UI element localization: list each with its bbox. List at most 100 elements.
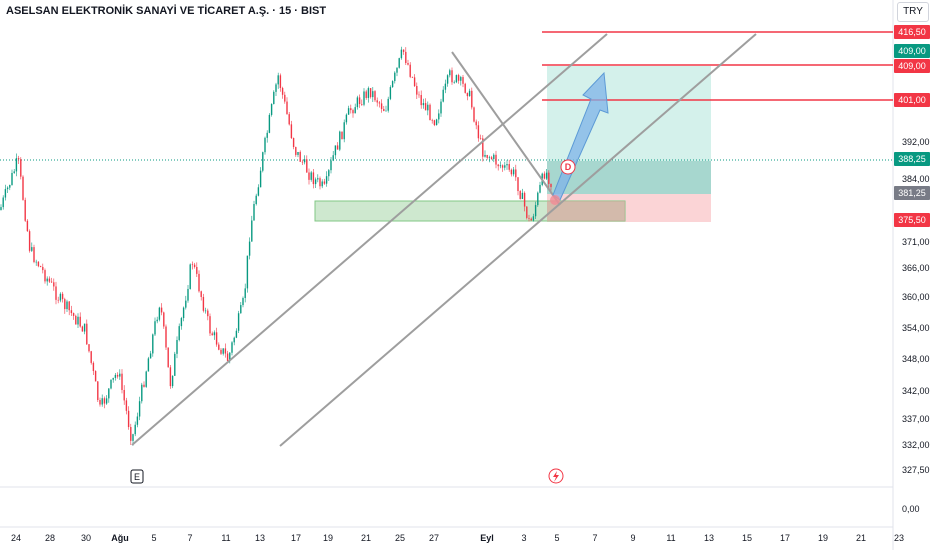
currency-button[interactable]: TRY (897, 2, 929, 22)
x-tick-label: 13 (704, 533, 714, 543)
candle-body (70, 310, 73, 314)
candle-body (22, 176, 24, 200)
candle-body (460, 77, 462, 81)
x-tick-label: Ağu (111, 533, 129, 543)
candle-body (185, 300, 187, 308)
candle-body (515, 169, 517, 178)
candle-body (160, 307, 163, 313)
candle-body (451, 70, 453, 83)
candle-body (501, 165, 504, 168)
candle-body (389, 87, 392, 99)
candle-body (473, 107, 475, 122)
candle-body (178, 326, 180, 341)
candle-body (231, 342, 233, 353)
candle-body (330, 160, 332, 171)
candle-body (299, 151, 301, 162)
candle-body (79, 316, 81, 327)
channel-line-lower (279, 33, 757, 447)
candle-body (462, 77, 464, 84)
candle-body (169, 367, 172, 387)
candle-body (198, 273, 200, 292)
candle-body (488, 157, 491, 158)
candle-body (341, 131, 343, 140)
candle-body (108, 388, 110, 399)
candle-body (363, 91, 365, 105)
candle-body (42, 266, 44, 271)
candle-body (376, 100, 378, 103)
candle-body (345, 114, 348, 123)
candle-body (235, 330, 238, 338)
candle-body (207, 310, 209, 317)
candle-body (53, 282, 55, 287)
y-tick-label: 392,00 (902, 137, 930, 147)
candle-body (244, 288, 246, 298)
x-tick-label: 5 (151, 533, 156, 543)
candle-body (213, 332, 216, 336)
candle-body (444, 83, 447, 90)
price-label-badge (894, 93, 930, 107)
candle-body (138, 401, 141, 417)
candle-body (180, 318, 183, 327)
candle-body (442, 89, 444, 102)
candle-body (449, 70, 451, 76)
dividend-marker (560, 159, 576, 175)
candle-body (391, 81, 394, 88)
candle-body (484, 154, 486, 157)
y-tick-label: 354,00 (902, 323, 930, 333)
candle-body (332, 155, 334, 161)
candle-body (229, 352, 231, 361)
candle-body (354, 107, 356, 114)
candle-body (176, 340, 178, 354)
candle-body (224, 348, 227, 354)
candle-body (347, 108, 350, 115)
candle-body (336, 145, 339, 150)
candle-body (380, 103, 383, 109)
candle-body (17, 158, 20, 160)
x-tick-label: 23 (894, 533, 904, 543)
candle-body (314, 179, 317, 185)
candle-body (429, 104, 431, 121)
price-label-badge (894, 59, 930, 73)
candle-body (266, 132, 268, 138)
candle-body (259, 170, 262, 188)
candle-body (255, 195, 257, 205)
candle-body (284, 94, 286, 102)
candle-body (209, 316, 211, 334)
candle-body (526, 206, 528, 218)
x-tick-label: 3 (521, 533, 526, 543)
candle-body (0, 207, 2, 210)
candle-body (119, 373, 121, 377)
y-tick-label: 0,00 (902, 504, 920, 514)
candle-body (6, 187, 9, 190)
candle-body (240, 305, 242, 314)
candle-body (149, 353, 152, 359)
candle-body (143, 384, 145, 387)
candle-body (136, 416, 139, 425)
y-tick-label: 371,00 (902, 237, 930, 247)
candle-body (521, 192, 524, 199)
candle-body (64, 299, 66, 310)
candle-body (497, 164, 499, 167)
candle-body (167, 347, 169, 368)
candle-body (15, 158, 18, 172)
chart-title: ASELSAN ELEKTRONİK SANAYİ VE TİCARET A.Ş… (6, 5, 327, 17)
candle-body (321, 181, 323, 187)
candle-body (545, 172, 548, 179)
candle-body (141, 384, 143, 402)
x-tick-label: 21 (856, 533, 866, 543)
candle-body (543, 173, 546, 179)
candle-body (479, 138, 482, 139)
candle-body (504, 165, 506, 168)
candle-body (204, 310, 207, 312)
price-label-text: 409,00 (898, 46, 926, 56)
candle-body (486, 154, 488, 158)
candle-body (424, 103, 427, 111)
x-tick-label: 24 (11, 533, 21, 543)
candle-body (290, 124, 293, 139)
candle-body (297, 151, 299, 155)
price-label-text: 416,50 (898, 27, 926, 37)
price-label-text: 375,50 (898, 215, 926, 225)
candle-body (171, 375, 174, 387)
candle-body (28, 231, 31, 251)
